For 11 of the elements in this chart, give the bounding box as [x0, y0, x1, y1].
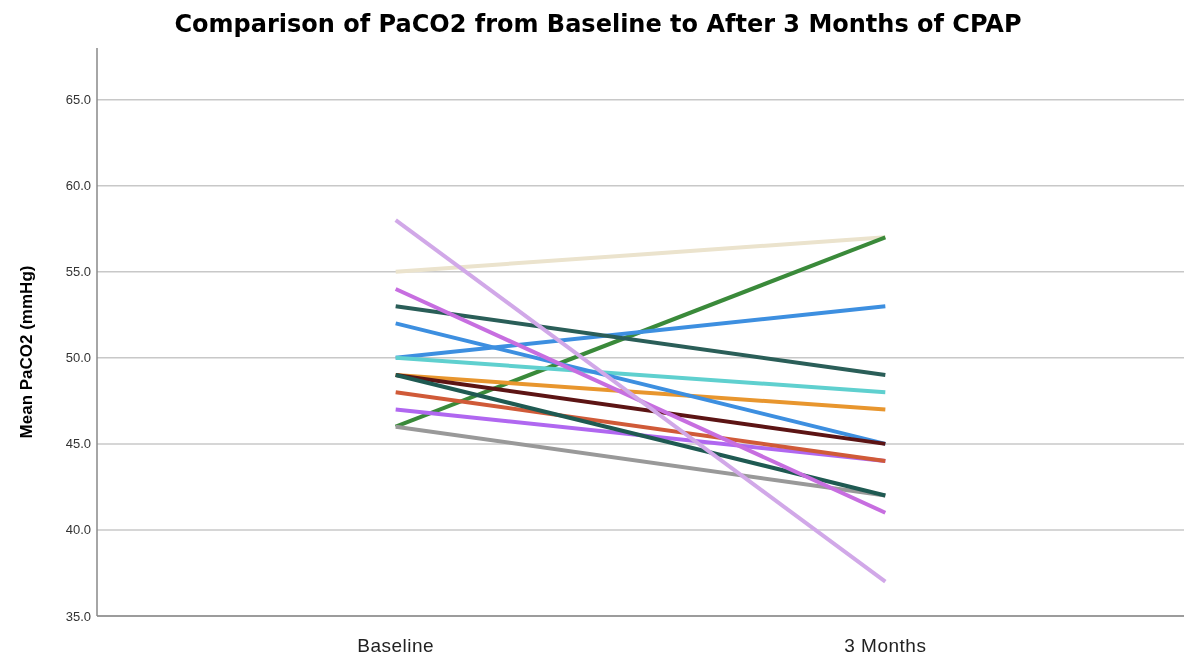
y-tick-label: 50.0: [65, 350, 91, 366]
x-tick-label: Baseline: [357, 635, 435, 656]
y-tick-label: 40.0: [65, 522, 91, 538]
y-tick-label: 60.0: [65, 178, 91, 194]
y-tick-label: 45.0: [65, 436, 91, 452]
x-tick-label: 3 Months: [844, 635, 927, 656]
y-tick-label: 55.0: [65, 264, 91, 280]
chart-title: Comparison of PaCO2 from Baseline to After 3 Months of CPAP: [174, 10, 1022, 38]
y-tick-label: 35.0: [65, 608, 91, 624]
y-tick-label: 65.0: [65, 92, 91, 108]
y-axis-title: Mean PaCO2 (mmHg): [17, 265, 36, 439]
